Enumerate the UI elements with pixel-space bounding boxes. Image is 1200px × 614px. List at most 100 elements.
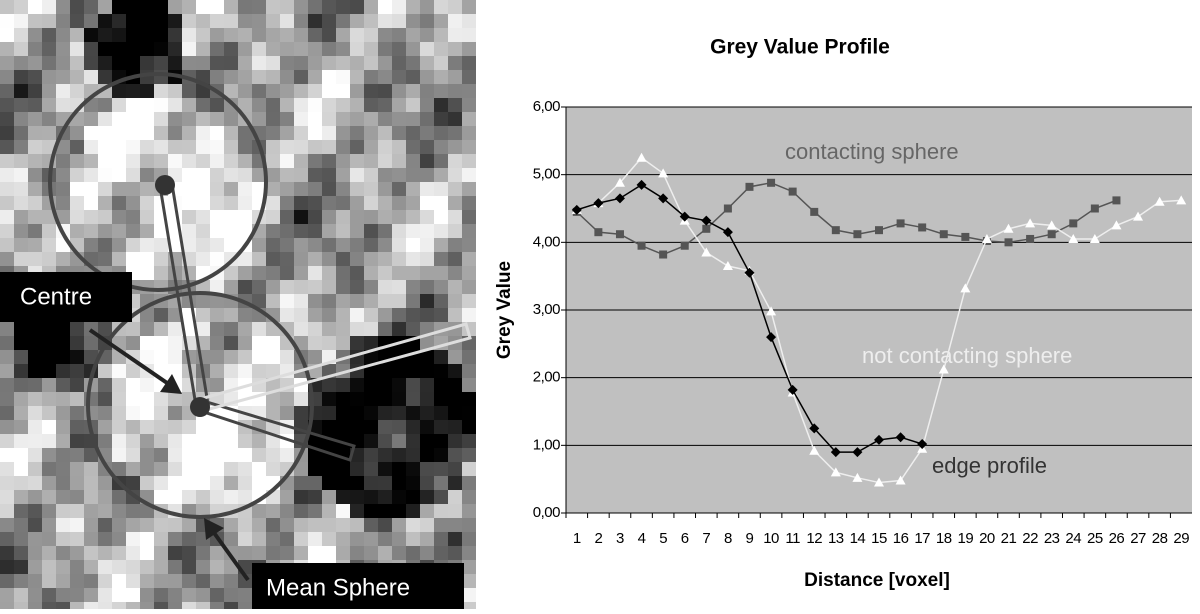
voxel <box>70 504 84 518</box>
voxel <box>462 154 476 168</box>
voxel <box>196 224 210 238</box>
voxel <box>364 154 378 168</box>
voxel <box>336 28 350 42</box>
voxel <box>98 588 112 602</box>
voxel <box>56 42 70 56</box>
voxel <box>322 56 336 70</box>
marker <box>594 228 602 236</box>
voxel <box>378 532 392 546</box>
voxel <box>336 266 350 280</box>
voxel <box>336 490 350 504</box>
y-tick-label: 3,00 <box>533 301 560 318</box>
voxel <box>0 210 14 224</box>
voxel <box>420 140 434 154</box>
voxel <box>280 168 294 182</box>
voxel <box>308 336 322 350</box>
voxel <box>126 462 140 476</box>
voxel <box>210 56 224 70</box>
centre-dot <box>190 397 210 417</box>
voxel <box>434 546 448 560</box>
voxel <box>294 70 308 84</box>
voxel <box>196 238 210 252</box>
voxel <box>56 532 70 546</box>
voxel <box>140 196 154 210</box>
voxel <box>266 336 280 350</box>
voxel <box>42 126 56 140</box>
voxel <box>126 448 140 462</box>
voxel <box>350 28 364 42</box>
voxel <box>168 588 182 602</box>
voxel <box>378 518 392 532</box>
voxel <box>364 476 378 490</box>
x-tick-label: 11 <box>785 530 800 547</box>
voxel <box>420 532 434 546</box>
voxel <box>14 112 28 126</box>
voxel <box>70 574 84 588</box>
voxel <box>224 602 238 609</box>
voxel <box>294 126 308 140</box>
voxel <box>210 126 224 140</box>
voxel <box>56 84 70 98</box>
voxel <box>434 294 448 308</box>
x-axis-label: Distance [voxel] <box>804 570 950 591</box>
voxel <box>42 56 56 70</box>
voxel <box>168 336 182 350</box>
voxel <box>28 112 42 126</box>
voxel <box>392 504 406 518</box>
voxel <box>98 560 112 574</box>
voxel <box>238 532 252 546</box>
voxel <box>322 490 336 504</box>
voxel <box>266 112 280 126</box>
voxel <box>210 364 224 378</box>
voxel <box>28 434 42 448</box>
voxel <box>350 140 364 154</box>
voxel <box>448 364 462 378</box>
voxel <box>182 42 196 56</box>
voxel <box>336 420 350 434</box>
voxel <box>42 476 56 490</box>
voxel <box>42 70 56 84</box>
voxel <box>70 56 84 70</box>
voxel <box>14 28 28 42</box>
voxel <box>350 238 364 252</box>
voxel <box>308 126 322 140</box>
voxel <box>294 406 308 420</box>
voxel <box>0 602 14 609</box>
voxel <box>224 56 238 70</box>
voxel <box>28 518 42 532</box>
voxel <box>210 182 224 196</box>
voxel <box>308 70 322 84</box>
voxel <box>350 406 364 420</box>
voxel <box>84 574 98 588</box>
voxel <box>98 392 112 406</box>
voxel <box>224 322 238 336</box>
voxel <box>378 476 392 490</box>
voxel <box>126 154 140 168</box>
voxel <box>0 448 14 462</box>
voxel <box>294 154 308 168</box>
voxel <box>168 42 182 56</box>
voxel <box>350 322 364 336</box>
voxel <box>56 322 70 336</box>
voxel <box>350 518 364 532</box>
voxel <box>350 420 364 434</box>
voxel <box>14 252 28 266</box>
voxel <box>280 84 294 98</box>
voxel <box>238 42 252 56</box>
voxel <box>0 560 14 574</box>
voxel <box>420 224 434 238</box>
voxel <box>154 112 168 126</box>
voxel <box>364 182 378 196</box>
voxel <box>42 224 56 238</box>
voxel <box>378 308 392 322</box>
voxel <box>126 476 140 490</box>
voxel <box>28 490 42 504</box>
voxel <box>140 182 154 196</box>
voxel <box>420 476 434 490</box>
voxel <box>56 560 70 574</box>
voxel <box>336 140 350 154</box>
voxel <box>462 84 476 98</box>
voxel <box>350 462 364 476</box>
voxel <box>210 462 224 476</box>
voxel <box>420 154 434 168</box>
